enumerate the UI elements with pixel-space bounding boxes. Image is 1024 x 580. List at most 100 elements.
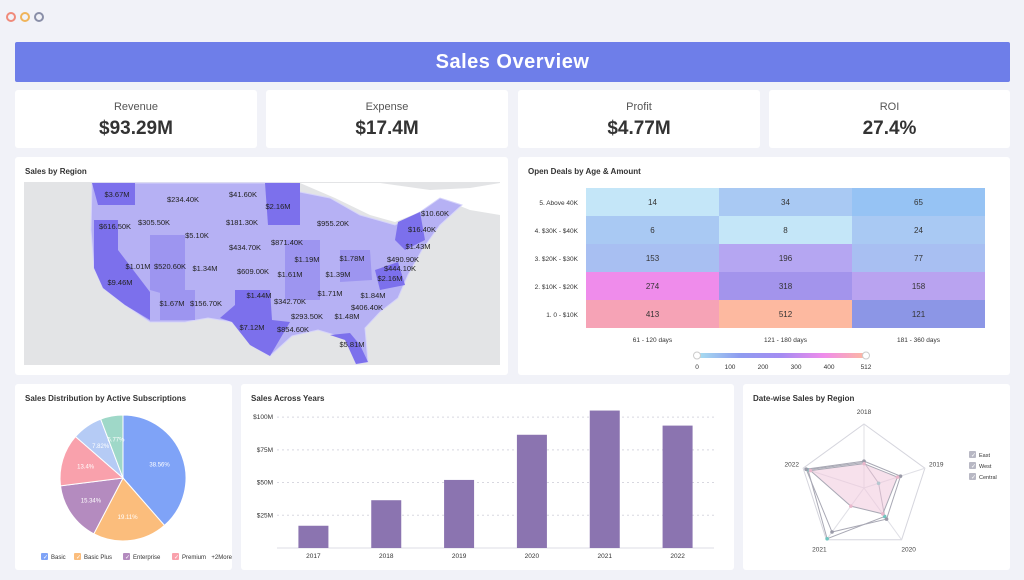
heatmap-cell[interactable]: 512 xyxy=(719,300,852,328)
radar-axis-label: 2022 xyxy=(784,462,799,469)
pie-slice-label: 38.56% xyxy=(149,462,170,468)
heatmap-cell-value: 6 xyxy=(650,226,655,235)
heatmap-cell[interactable]: 77 xyxy=(852,244,985,272)
legend-item[interactable]: ✓ Enterprise xyxy=(123,553,161,561)
map-region-label[interactable]: $234.40K xyxy=(167,195,199,204)
kpi-value: $4.77M xyxy=(607,118,671,139)
map-region-label[interactable]: $955.20K xyxy=(317,219,349,228)
page-title-banner: Sales Overview xyxy=(15,42,1010,82)
heatmap-cell[interactable]: 24 xyxy=(852,216,985,244)
map-region-label[interactable]: $1.01M xyxy=(125,262,150,271)
map-region-label[interactable]: $181.30K xyxy=(226,218,258,227)
map-region-label[interactable]: $1.43M xyxy=(405,242,430,251)
heatmap-cell-fill xyxy=(719,244,852,272)
heatmap-cell-value: 8 xyxy=(783,226,788,235)
map-region-label[interactable]: $616.50K xyxy=(99,222,131,231)
bar[interactable] xyxy=(444,479,475,548)
heatmap-cell-value: 153 xyxy=(646,254,660,263)
heatmap-chart: 14 34 65 6 8 24 153 196 77 274 318 158 413 512 121 5. A… xyxy=(535,188,985,371)
heatmap-cell[interactable]: 158 xyxy=(852,272,985,300)
legend-item[interactable]: ✓ Premium xyxy=(172,553,206,561)
bar[interactable] xyxy=(589,410,620,548)
window-dot-3[interactable] xyxy=(34,12,44,22)
map-region-label[interactable]: $1.71M xyxy=(317,289,342,298)
check-icon: ✓ xyxy=(971,453,976,459)
legend-item[interactable]: ✓ Basic Plus xyxy=(74,553,112,561)
heatmap-cell[interactable]: 121 xyxy=(852,300,985,328)
map-land-north xyxy=(300,183,500,222)
map-region-label[interactable]: $609.00K xyxy=(237,267,269,276)
legend-item[interactable]: ✓ East xyxy=(969,451,990,459)
legend-item[interactable]: ✓ West xyxy=(969,462,992,470)
map-region-label[interactable]: $10.60K xyxy=(421,209,449,218)
map-region-label[interactable]: $1.61M xyxy=(277,270,302,279)
legend-item[interactable]: ✓ Central xyxy=(969,473,997,481)
map-region-label[interactable]: $156.70K xyxy=(190,299,222,308)
heatmap-cell[interactable]: 153 xyxy=(586,244,719,272)
map-region-label[interactable]: $854.60K xyxy=(277,325,309,334)
legend-handle-max[interactable] xyxy=(862,351,870,360)
pie-slice[interactable] xyxy=(93,477,166,542)
window-dot-2[interactable] xyxy=(20,12,30,22)
map-region-label[interactable]: $406.40K xyxy=(351,303,383,312)
heatmap-cell[interactable]: 413 xyxy=(586,300,719,328)
map-region-label[interactable]: $342.70K xyxy=(274,297,306,306)
window-dot-1[interactable] xyxy=(6,12,16,22)
heatmap-cell[interactable]: 196 xyxy=(719,244,852,272)
map-region-label[interactable]: $1.39M xyxy=(325,270,350,279)
map-region-label[interactable]: $1.84M xyxy=(360,291,385,300)
map-region-label[interactable]: $41.60K xyxy=(229,190,257,199)
kpi-label: ROI xyxy=(879,101,900,113)
map-region-label[interactable]: $520.60K xyxy=(154,262,186,271)
heatmap-cell-fill xyxy=(586,272,719,300)
heatmap-cell[interactable]: 274 xyxy=(586,272,719,300)
subscriptions-card: Sales Distribution by Active Subscriptio… xyxy=(15,384,232,570)
legend-check-icon xyxy=(172,553,179,560)
heatmap-cell[interactable]: 65 xyxy=(852,188,985,216)
map-region-label[interactable]: $1.48M xyxy=(334,312,359,321)
map-region-label[interactable]: $5.10K xyxy=(185,231,209,240)
map-region-label[interactable]: $1.78M xyxy=(339,254,364,263)
map-region-label[interactable]: $2.16M xyxy=(377,274,402,283)
heatmap-cell[interactable]: 14 xyxy=(586,188,719,216)
kpi-roi: ROI 27.4% xyxy=(769,90,1010,148)
bar[interactable] xyxy=(516,434,547,548)
heatmap-cell[interactable]: 6 xyxy=(586,216,719,244)
map-region-label[interactable]: $444.10K xyxy=(384,264,416,273)
map-region-label[interactable]: $5.81M xyxy=(339,340,364,349)
pie-slice[interactable] xyxy=(59,435,125,487)
check-icon: ✓ xyxy=(76,555,81,561)
us-map[interactable]: $3.67M $234.40K $41.60K $2.16M $616.50K $305.… xyxy=(15,157,508,375)
map-region-label[interactable]: $2.16M xyxy=(265,202,290,211)
map-region-label[interactable]: $9.46M xyxy=(107,278,132,287)
map-region-label[interactable]: $3.67M xyxy=(104,190,129,199)
legend-handle-min[interactable] xyxy=(693,351,701,360)
map-region-label[interactable]: $7.12M xyxy=(239,323,264,332)
map-region-label[interactable]: $871.40K xyxy=(271,238,303,247)
map-region-label[interactable]: $16.40K xyxy=(408,225,436,234)
pie-slice[interactable] xyxy=(59,477,124,535)
check-icon: ✓ xyxy=(971,475,976,481)
pie-slice[interactable] xyxy=(122,414,187,527)
legend-more-link[interactable]: +2More xyxy=(211,555,232,561)
map-region-label[interactable]: $293.50K xyxy=(291,312,323,321)
bar[interactable] xyxy=(298,525,329,548)
heatmap-cell[interactable]: 34 xyxy=(719,188,852,216)
kpi-label: Revenue xyxy=(113,101,159,113)
map-region-label[interactable]: $1.34M xyxy=(192,264,217,273)
map-region-label[interactable]: $1.19M xyxy=(294,255,319,264)
bar[interactable] xyxy=(371,500,402,548)
map-region-label[interactable]: $305.50K xyxy=(138,218,170,227)
y-tick-label: $100M xyxy=(253,414,273,421)
heatmap-cell[interactable]: 8 xyxy=(719,216,852,244)
pie-slice[interactable] xyxy=(100,414,124,479)
map-region-label[interactable]: $1.67M xyxy=(159,299,184,308)
map-region-label[interactable]: $1.44M xyxy=(246,291,271,300)
map-region-label[interactable]: $490.90K xyxy=(387,255,419,264)
map-region-label[interactable]: $434.70K xyxy=(229,243,261,252)
legend-item[interactable]: ✓ Basic xyxy=(41,553,66,561)
heatmap-cell[interactable]: 318 xyxy=(719,272,852,300)
bar[interactable] xyxy=(662,425,693,548)
legend-label: Central xyxy=(979,475,997,481)
radar-point xyxy=(830,530,834,534)
